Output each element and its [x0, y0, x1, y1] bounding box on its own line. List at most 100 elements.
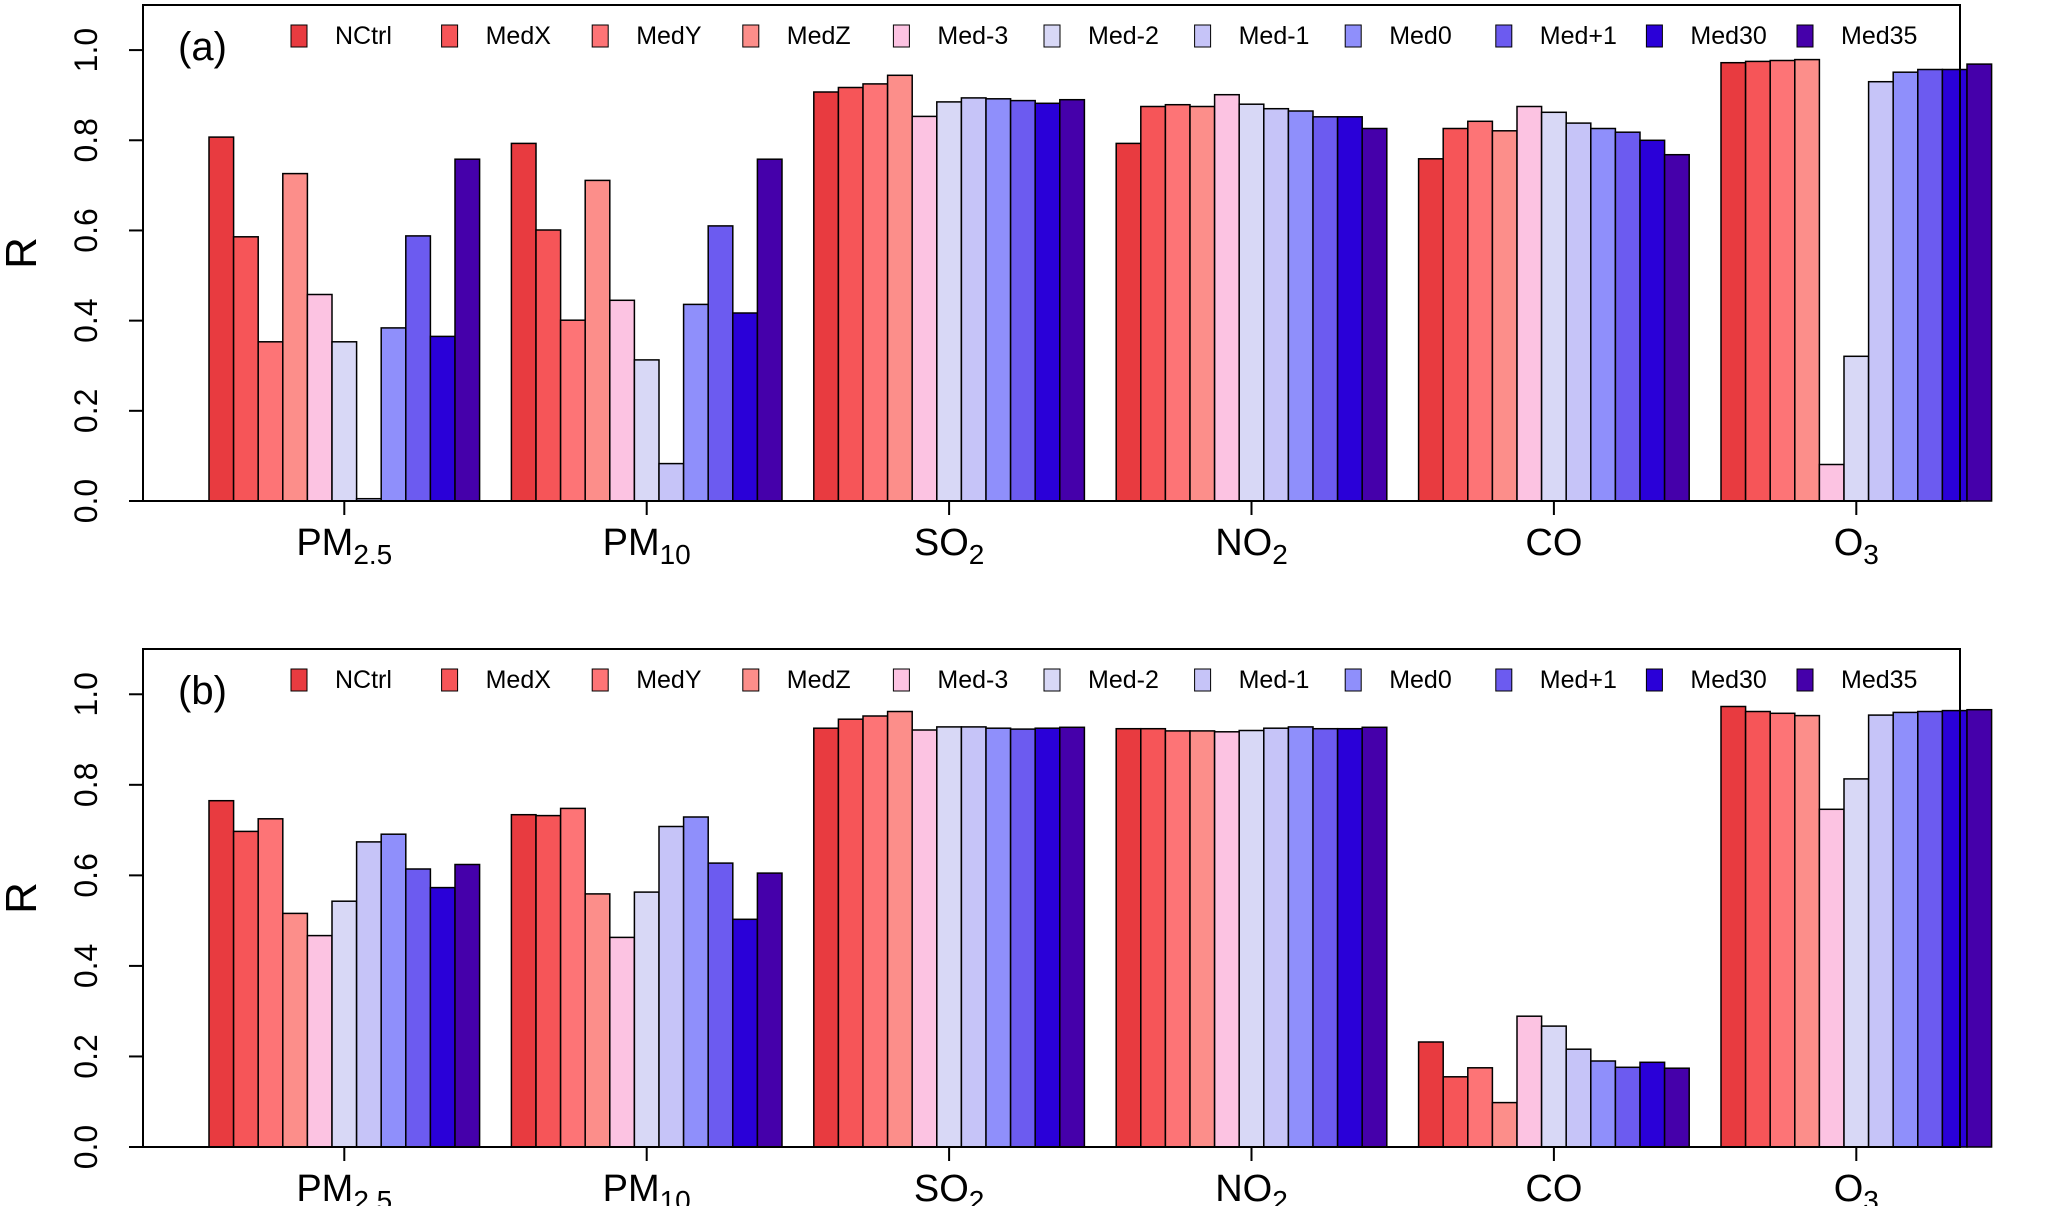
- bar-med-1-so2: [960, 726, 987, 1148]
- bar-med30-no2: [1336, 116, 1363, 502]
- bar-med30-co: [1639, 139, 1666, 502]
- legend-label: Med35: [1841, 22, 1917, 50]
- bar-med30-o3: [1941, 68, 1968, 502]
- bar-med-3-o3: [1818, 808, 1845, 1148]
- bar-med30-so2: [1034, 102, 1061, 502]
- bar-med-2-pm10: [633, 359, 660, 502]
- x-tick-label: PM2.5: [296, 1168, 392, 1206]
- bar-med0-pm25: [380, 833, 407, 1148]
- bar-med0-no2: [1287, 726, 1314, 1148]
- bar-medz-no2: [1189, 105, 1216, 502]
- bar-med35-pm10: [756, 872, 783, 1148]
- legend-label: Med0: [1389, 666, 1452, 694]
- bar-med-1-o3: [1867, 80, 1894, 502]
- bar-med-2-pm25: [331, 900, 358, 1148]
- x-tick-label: CO: [1525, 1168, 1582, 1206]
- bar-nctrl-no2: [1115, 727, 1142, 1148]
- bar-med35-pm10: [756, 158, 783, 502]
- bar-med-1-co: [1565, 1048, 1592, 1148]
- bar-med-3-no2: [1213, 93, 1240, 502]
- bar-medx-pm10: [535, 814, 562, 1148]
- bar-medx-co: [1442, 1076, 1469, 1148]
- bar-medy-pm10: [559, 807, 586, 1148]
- bar-nctrl-co: [1417, 158, 1444, 502]
- bar-medx-so2: [837, 86, 864, 502]
- bar-med+1-pm25: [405, 868, 432, 1148]
- bar-nctrl-pm25: [208, 136, 235, 502]
- bar-med-1-no2: [1263, 107, 1290, 502]
- panel-a: 0.0 0.2 0.4 0.6 0.8 1.0 R PM2.5 PM10 SO2 NO2 CO O3 (a…: [0, 4, 1993, 570]
- bar-medx-o3: [1744, 60, 1771, 502]
- bar-medz-pm25: [282, 172, 309, 502]
- bar-med+1-so2: [1009, 728, 1036, 1148]
- bar-medy-so2: [862, 83, 889, 502]
- bar-nctrl-so2: [813, 91, 840, 502]
- legend: NCtrl MedX MedY MedZ Med-3 Med-2 Med-1 Med0 Med+…: [290, 666, 1917, 694]
- legend-swatch: [1645, 668, 1663, 692]
- bar-med-2-no2: [1238, 729, 1265, 1148]
- bar-medx-co: [1442, 127, 1469, 502]
- bar-med+1-pm25: [405, 235, 432, 502]
- legend-label: NCtrl: [335, 666, 392, 694]
- bar-med0-so2: [985, 727, 1012, 1148]
- legend-swatch: [1194, 24, 1212, 48]
- legend-swatch: [1194, 668, 1212, 692]
- x-tick-label: SO2: [914, 522, 984, 570]
- y-tick-label: 0.6: [68, 208, 104, 252]
- bar-med35-no2: [1361, 127, 1388, 502]
- bar-med-3-co: [1516, 1015, 1543, 1148]
- legend-label: Med0: [1389, 22, 1452, 50]
- bar-medz-pm10: [584, 179, 611, 502]
- legend-swatch: [290, 668, 308, 692]
- bar-med0-co: [1590, 1060, 1617, 1148]
- legend-label: MedY: [636, 22, 702, 50]
- y-tick-label: 0.0: [68, 479, 104, 523]
- bar-med35-pm25: [454, 863, 481, 1148]
- bar-med35-o3: [1966, 708, 1993, 1148]
- bar-med-1-no2: [1263, 727, 1290, 1148]
- bar-medx-so2: [837, 718, 864, 1148]
- bar-nctrl-pm25: [208, 799, 235, 1148]
- bar-med30-pm25: [429, 335, 456, 502]
- bar-medz-co: [1491, 130, 1518, 502]
- bar-med0-o3: [1892, 71, 1919, 502]
- bar-med0-pm10: [682, 816, 709, 1148]
- bar-med-3-so2: [911, 115, 938, 502]
- bar-med0-pm25: [380, 327, 407, 502]
- bar-med-2-pm10: [633, 891, 660, 1148]
- legend-swatch: [892, 668, 910, 692]
- legend-label: MedZ: [787, 666, 851, 694]
- bar-medz-pm25: [282, 912, 309, 1148]
- bar-med35-so2: [1059, 726, 1086, 1148]
- bar-med0-co: [1590, 127, 1617, 502]
- bar-med-2-no2: [1238, 103, 1265, 502]
- x-tick-label: O3: [1834, 1168, 1879, 1206]
- x-tick-label: NO2: [1215, 1168, 1288, 1206]
- legend-swatch: [1495, 24, 1513, 48]
- bar-med35-co: [1663, 153, 1690, 502]
- bar-medx-o3: [1744, 710, 1771, 1148]
- legend-label: Med-2: [1088, 22, 1159, 50]
- legend-label: Med30: [1690, 22, 1766, 50]
- bar-med+1-o3: [1917, 68, 1944, 502]
- legend-swatch: [1796, 24, 1814, 48]
- panel-b: 0.0 0.2 0.4 0.6 0.8 1.0 R PM2.5 PM10 SO2 NO2 CO O3 (b…: [0, 648, 1993, 1211]
- legend-label: MedX: [486, 666, 552, 694]
- bar-med-3-pm10: [609, 299, 636, 502]
- legend-label: Med+1: [1540, 22, 1617, 50]
- legend-label: Med-1: [1239, 666, 1310, 694]
- bar-med+1-o3: [1917, 710, 1944, 1148]
- bar-med-3-pm25: [306, 934, 333, 1148]
- bar-med-2-co: [1540, 1025, 1567, 1148]
- bar-med35-o3: [1966, 63, 1993, 502]
- bar-medy-pm25: [257, 818, 284, 1148]
- legend-swatch: [1645, 24, 1663, 48]
- bar-med+1-no2: [1312, 116, 1339, 502]
- legend-swatch: [591, 668, 609, 692]
- legend-label: Med-3: [937, 22, 1008, 50]
- legend-label: NCtrl: [335, 22, 392, 50]
- bar-med-1-pm10: [658, 462, 685, 502]
- legend-label: Med30: [1690, 666, 1766, 694]
- bar-medz-pm10: [584, 893, 611, 1148]
- bar-med0-o3: [1892, 711, 1919, 1148]
